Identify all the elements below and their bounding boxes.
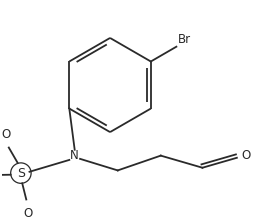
Text: S: S xyxy=(17,167,25,180)
Text: Br: Br xyxy=(177,33,190,46)
Text: O: O xyxy=(241,149,250,162)
Text: O: O xyxy=(2,128,11,141)
Text: N: N xyxy=(70,149,79,162)
Text: O: O xyxy=(23,207,32,220)
